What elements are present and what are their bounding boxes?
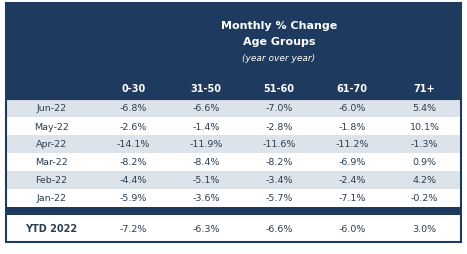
Bar <box>6 118 461 135</box>
Text: -11.6%: -11.6% <box>262 140 296 149</box>
Text: -1.3%: -1.3% <box>411 140 439 149</box>
Text: 0-30: 0-30 <box>121 84 146 94</box>
Text: -3.6%: -3.6% <box>192 194 220 203</box>
Text: -0.2%: -0.2% <box>411 194 439 203</box>
Bar <box>6 207 461 215</box>
Text: Age Groups: Age Groups <box>243 37 315 47</box>
Text: Jan-22: Jan-22 <box>36 194 66 203</box>
Bar <box>6 171 461 189</box>
Text: -5.1%: -5.1% <box>192 176 220 185</box>
Text: -11.9%: -11.9% <box>190 140 223 149</box>
Bar <box>6 100 461 118</box>
Text: -8.4%: -8.4% <box>192 158 220 167</box>
Text: -5.9%: -5.9% <box>120 194 147 203</box>
Text: Mar-22: Mar-22 <box>35 158 68 167</box>
Text: -3.4%: -3.4% <box>265 176 293 185</box>
Text: 71+: 71+ <box>414 84 435 94</box>
Text: -8.2%: -8.2% <box>265 158 293 167</box>
Text: Jun-22: Jun-22 <box>36 104 67 113</box>
Text: -6.6%: -6.6% <box>192 104 220 113</box>
Text: -5.7%: -5.7% <box>265 194 293 203</box>
Text: (year over year): (year over year) <box>242 53 316 62</box>
Text: -6.0%: -6.0% <box>338 104 366 113</box>
Text: -6.0%: -6.0% <box>338 224 366 233</box>
Text: 0.9%: 0.9% <box>413 158 437 167</box>
Bar <box>6 4 461 78</box>
Text: -8.2%: -8.2% <box>120 158 147 167</box>
Text: 61-70: 61-70 <box>336 84 368 94</box>
Text: Feb-22: Feb-22 <box>35 176 68 185</box>
Text: 5.4%: 5.4% <box>413 104 437 113</box>
Text: -7.1%: -7.1% <box>338 194 366 203</box>
Text: -11.2%: -11.2% <box>335 140 368 149</box>
Bar <box>6 215 461 242</box>
Text: -6.8%: -6.8% <box>120 104 147 113</box>
Text: Monthly % Change: Monthly % Change <box>221 21 337 31</box>
Text: 51-60: 51-60 <box>263 84 295 94</box>
Text: -7.0%: -7.0% <box>265 104 293 113</box>
Text: 31-50: 31-50 <box>191 84 222 94</box>
Text: May-22: May-22 <box>34 122 69 131</box>
Text: Apr-22: Apr-22 <box>36 140 67 149</box>
Text: -2.8%: -2.8% <box>265 122 293 131</box>
Bar <box>6 135 461 153</box>
Bar <box>6 78 461 100</box>
Text: YTD 2022: YTD 2022 <box>25 224 78 234</box>
Text: 3.0%: 3.0% <box>412 224 437 233</box>
Bar <box>6 153 461 171</box>
Text: -6.3%: -6.3% <box>192 224 220 233</box>
Text: -7.2%: -7.2% <box>120 224 147 233</box>
Text: 4.2%: 4.2% <box>413 176 437 185</box>
Text: -2.4%: -2.4% <box>338 176 366 185</box>
Text: -14.1%: -14.1% <box>117 140 150 149</box>
Text: -4.4%: -4.4% <box>120 176 147 185</box>
Text: -1.8%: -1.8% <box>338 122 366 131</box>
Text: -1.4%: -1.4% <box>192 122 220 131</box>
Text: -2.6%: -2.6% <box>120 122 147 131</box>
Bar <box>6 189 461 207</box>
Text: -6.9%: -6.9% <box>338 158 366 167</box>
Text: 10.1%: 10.1% <box>410 122 439 131</box>
Text: -6.6%: -6.6% <box>265 224 293 233</box>
